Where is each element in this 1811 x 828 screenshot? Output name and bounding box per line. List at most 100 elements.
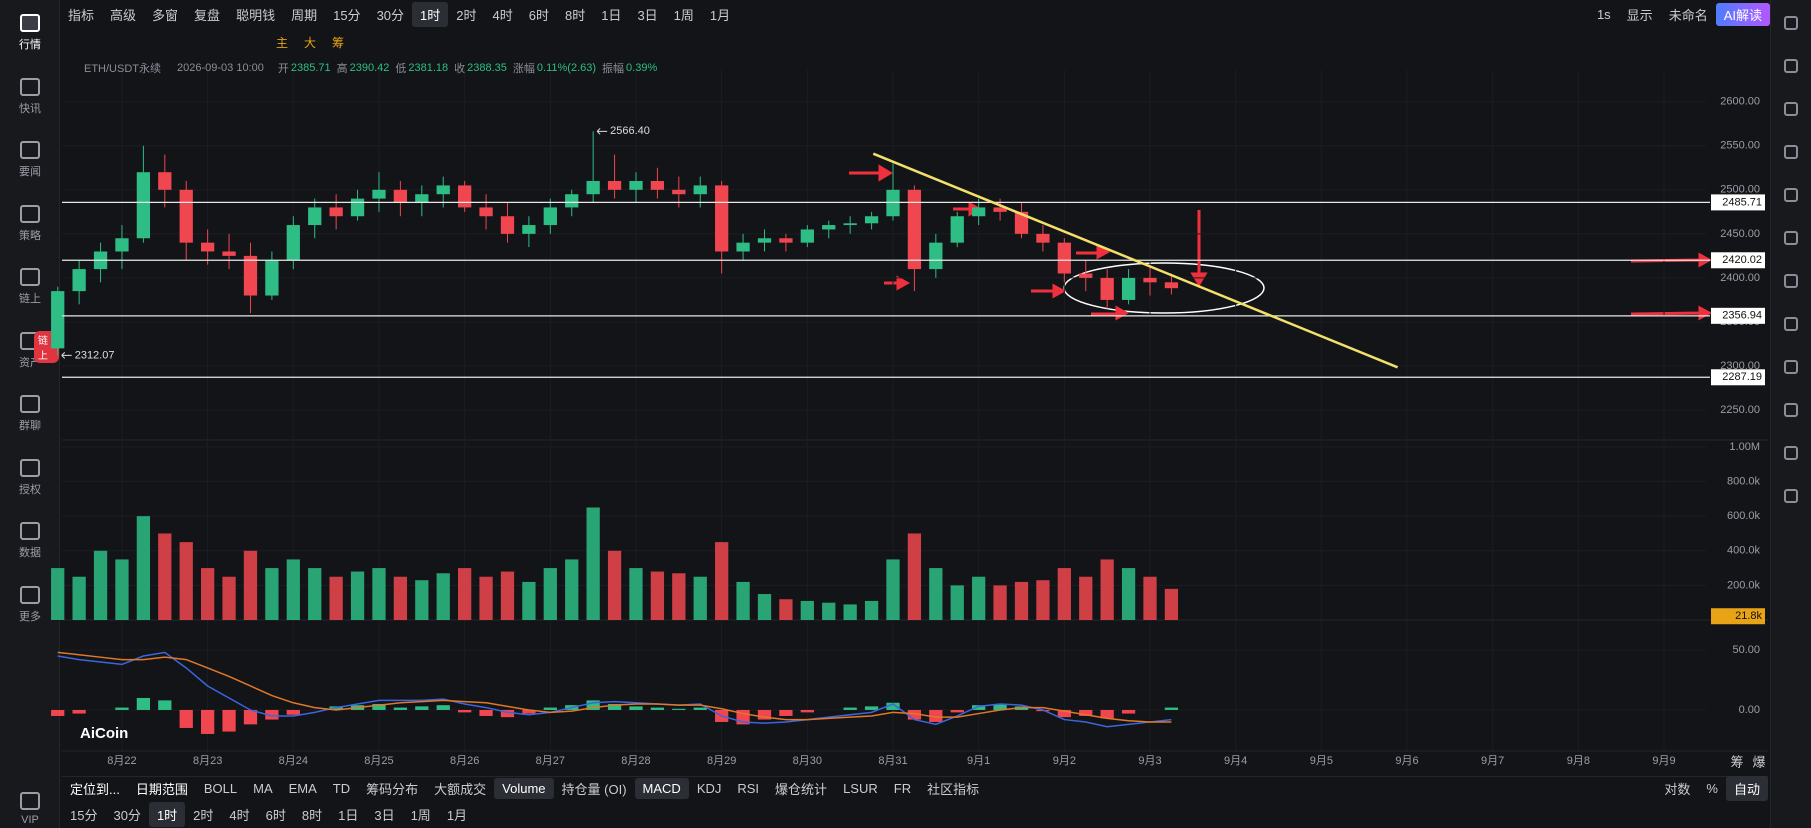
scale-option[interactable]: % [1706, 781, 1718, 796]
vip[interactable]: VIP [0, 792, 60, 826]
period[interactable]: 8时 [301, 807, 323, 823]
x-tick-label: 9月2 [1053, 755, 1076, 767]
period[interactable]: 15分 [70, 807, 98, 823]
period[interactable]: 1时 [412, 1, 449, 27]
period[interactable]: 1时 [148, 801, 186, 827]
badge: 链上 [34, 331, 59, 363]
field-label: 低 [395, 63, 407, 75]
indicator[interactable]: BOLL [203, 781, 238, 796]
menu-item[interactable]: 复盘 [194, 7, 221, 23]
sidebar-item[interactable]: 链上 [0, 268, 60, 306]
indicator[interactable]: 筹码分布 [366, 782, 419, 797]
period[interactable]: 4时 [229, 807, 250, 823]
period[interactable]: 1月 [709, 7, 731, 23]
period[interactable]: 1日 [601, 7, 622, 23]
menu-item[interactable]: 指标 [68, 7, 95, 23]
volume-bar [843, 604, 857, 620]
indicator[interactable]: TD [332, 781, 351, 796]
indicator[interactable]: KDJ [696, 781, 722, 796]
top-right-item[interactable]: 1s [1596, 6, 1611, 22]
indicator[interactable]: 大额成交 [434, 782, 487, 797]
marker-arrow [596, 127, 608, 135]
candle-body [907, 189, 922, 270]
candle-body [972, 207, 986, 217]
indicator[interactable]: EMA [288, 781, 317, 796]
level-label: 2420.02 [1722, 254, 1762, 266]
level-box [1711, 307, 1765, 324]
volume-bar [736, 581, 750, 620]
bottom-item[interactable]: 日期范围 [135, 782, 188, 797]
watermark: AiCoin [80, 725, 128, 742]
sidebar-item[interactable]: 要闻 [0, 141, 60, 179]
level-label: 2485.71 [1722, 196, 1762, 208]
sidebar-item[interactable]: 群聊 [0, 395, 60, 433]
period[interactable]: 1周 [673, 7, 694, 23]
candle-body [1014, 211, 1029, 234]
macd-hist [500, 709, 515, 718]
sidebar-item[interactable]: 快讯 [0, 78, 60, 116]
scale-option[interactable]: 对数 [1664, 782, 1691, 797]
period[interactable]: 1周 [410, 807, 431, 823]
macd-hist [286, 709, 300, 715]
sidebar-item[interactable]: 策略 [0, 205, 60, 243]
top-right-item[interactable]: 未命名 [1668, 7, 1708, 23]
macd-hist [972, 705, 986, 710]
indicator[interactable]: 爆仓统计 [775, 782, 828, 797]
indicator[interactable]: RSI [737, 781, 760, 796]
indicator[interactable]: LSUR [843, 781, 878, 796]
period[interactable]: 6时 [528, 7, 549, 23]
axis-corner: 爆 [1752, 754, 1765, 769]
indicator[interactable]: Volume [494, 778, 554, 799]
period[interactable]: 1日 [338, 807, 359, 823]
period[interactable]: 4时 [492, 7, 513, 23]
period[interactable]: 30分 [376, 7, 405, 23]
period[interactable]: 2时 [193, 807, 214, 823]
field-label: 涨幅 [512, 63, 535, 75]
sidebar-item[interactable]: 更多 [0, 586, 60, 624]
indicator[interactable]: FR [893, 781, 912, 796]
candle-body [1079, 273, 1093, 278]
ai-button[interactable]: AI解读 [1715, 2, 1770, 26]
macd-hist [458, 709, 472, 713]
menu-item[interactable]: 聪明钱 [236, 7, 276, 23]
indicator[interactable]: MACD [634, 778, 689, 799]
sidebar-item[interactable]: 数据 [0, 522, 60, 560]
x-tick-label: 9月4 [1224, 755, 1247, 767]
scale-option[interactable]: 自动 [1725, 776, 1768, 801]
indicator[interactable]: MA [253, 781, 273, 796]
period[interactable]: 3日 [637, 7, 658, 23]
volume-bar [115, 559, 129, 620]
period[interactable]: 30分 [113, 807, 141, 823]
period-menu[interactable]: 周期 [291, 7, 318, 23]
macd-hist [243, 709, 258, 725]
indicator[interactable]: 持仓量 (OI) [561, 782, 627, 797]
y-tick-label: 2300.00 [1720, 360, 1760, 372]
tool[interactable]: 主 [276, 35, 289, 50]
bottom-item[interactable]: 定位到... [70, 782, 120, 797]
period[interactable]: 3日 [374, 807, 395, 823]
tool[interactable]: 筹 [332, 35, 345, 50]
period[interactable]: 8时 [564, 7, 586, 23]
period[interactable]: 1月 [446, 807, 468, 823]
volume-bar [350, 571, 365, 620]
community[interactable]: 社区指标 [927, 782, 980, 797]
sidebar-item[interactable]: 授权 [0, 459, 60, 497]
x-tick-label: 8月24 [279, 755, 308, 767]
sidebar-item[interactable]: 行情 [0, 14, 60, 52]
volume-bar [672, 573, 686, 620]
menu-item[interactable]: 多窗 [152, 7, 179, 23]
candle-body [522, 225, 536, 234]
candle-body [822, 225, 836, 230]
period[interactable]: 6时 [265, 807, 286, 823]
top-right-item[interactable]: 显示 [1626, 7, 1653, 23]
tool[interactable]: 大 [304, 35, 317, 50]
macd-hist [372, 703, 386, 710]
macd-dif [57, 651, 1172, 728]
macd-hist [1121, 709, 1136, 714]
period[interactable]: 2时 [456, 7, 477, 23]
macd-hist [522, 709, 536, 714]
menu-item[interactable]: 高级 [110, 7, 137, 23]
period[interactable]: 15分 [333, 7, 361, 23]
candle-body [565, 194, 579, 208]
